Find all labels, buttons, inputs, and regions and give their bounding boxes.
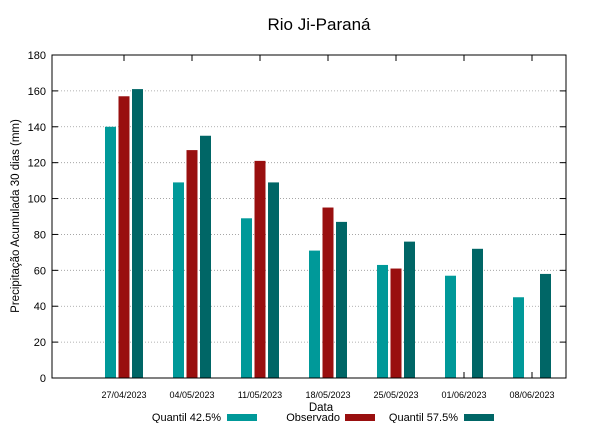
x-tick-label: 01/06/2023 xyxy=(441,390,486,400)
bar xyxy=(132,89,143,378)
x-axis-label: Data xyxy=(309,402,334,414)
legend-swatch xyxy=(227,414,257,421)
y-tick-label: 80 xyxy=(34,229,46,241)
y-tick-label: 20 xyxy=(34,337,46,349)
legend-label: Quantil 57.5% xyxy=(389,412,458,423)
bar xyxy=(404,241,415,378)
bar xyxy=(241,218,252,378)
bar xyxy=(513,297,524,378)
y-tick-label: 140 xyxy=(28,122,46,134)
legend-swatch xyxy=(464,414,494,421)
bar xyxy=(445,275,456,378)
bar xyxy=(540,273,551,378)
y-tick-label: 40 xyxy=(34,301,46,313)
bar xyxy=(200,135,211,378)
legend-label: Quantil 42.5% xyxy=(152,412,221,423)
x-tick-label: 18/05/2023 xyxy=(305,390,350,400)
x-tick-label: 27/04/2023 xyxy=(101,390,146,400)
bar xyxy=(173,182,184,378)
legend-label: Observado xyxy=(286,412,340,423)
legend-swatch xyxy=(345,414,375,421)
y-tick-label: 180 xyxy=(28,50,46,62)
y-tick-label: 100 xyxy=(28,194,46,206)
bar xyxy=(268,182,279,378)
bar xyxy=(390,268,402,378)
bar xyxy=(322,207,334,378)
legend: Quantil 42.5% Observado Quantil 57.5% xyxy=(152,412,494,423)
bar xyxy=(377,264,388,378)
bar xyxy=(309,250,320,378)
bar xyxy=(254,160,266,378)
bar xyxy=(186,150,198,378)
y-tick-label: 160 xyxy=(28,86,46,98)
y-tick-label: 0 xyxy=(40,373,46,385)
bar xyxy=(118,96,130,379)
chart-title: Rio Ji-Paraná xyxy=(268,15,372,34)
x-tick-label: 11/05/2023 xyxy=(238,390,282,400)
plot-frame xyxy=(51,54,567,379)
y-axis: 0 20 40 60 80 100 120 140 160 180 xyxy=(28,50,566,385)
x-tick-label: 08/06/2023 xyxy=(509,390,554,400)
y-tick-label: 120 xyxy=(28,158,46,170)
y-tick-label: 60 xyxy=(34,265,46,277)
y-axis-label: Precipitação Acumulada 30 dias (mm) xyxy=(10,119,22,313)
bar xyxy=(472,248,483,378)
x-tick-label: 25/05/2023 xyxy=(373,390,418,400)
bar xyxy=(105,126,116,379)
bar xyxy=(336,221,347,378)
x-tick-label: 04/05/2023 xyxy=(169,390,214,400)
bars-group xyxy=(105,89,551,379)
